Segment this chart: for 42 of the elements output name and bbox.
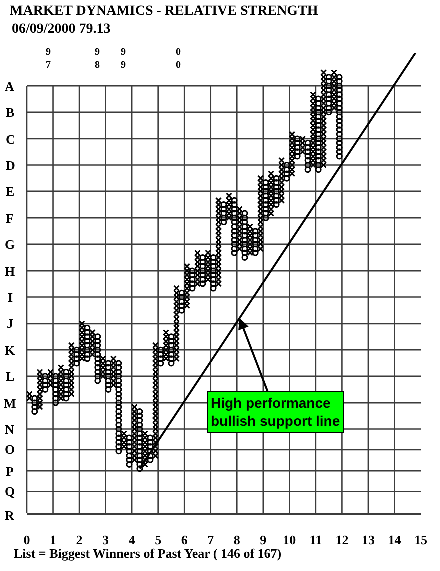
x-tick-label: 15	[414, 532, 428, 548]
x-axis-title: List = Biggest Winners of Past Year ( 146 of 167)	[14, 546, 282, 561]
annotation: 9 9	[121, 47, 126, 71]
x-tick-label: 13	[362, 532, 376, 548]
x-tick-label: 7	[208, 532, 215, 548]
x-tick-label: 2	[76, 532, 83, 548]
ref-line-label: N	[5, 422, 15, 437]
x-tick-label: 3	[102, 532, 110, 548]
annotation: High performance bullish support line	[211, 395, 340, 430]
x-tick-label: 8	[234, 532, 241, 548]
annotation: 9 7	[46, 47, 51, 71]
ref-line-label: Q	[5, 484, 16, 499]
ref-line-label: F	[6, 211, 14, 226]
x-tick-label: 5	[155, 532, 162, 548]
ref-line-label: C	[6, 132, 16, 147]
x-tick-label: 11	[310, 532, 322, 548]
x-tick-label: 4	[128, 532, 136, 548]
text: R	[5, 508, 15, 523]
x-tick-label: 0	[24, 532, 30, 548]
ref-line-label: G	[5, 237, 16, 252]
ref-line-label: M	[4, 396, 16, 411]
ref-line-label: E	[6, 184, 15, 199]
ref-line-label: B	[6, 105, 15, 120]
chart-title: MARKET DYNAMICS - RELATIVE STRENGTH	[10, 4, 318, 19]
ref-line-label: H	[5, 264, 16, 279]
x-tick-label: 1	[50, 532, 57, 548]
x-tick-label: 12	[336, 532, 349, 548]
ref-line-label: O	[5, 442, 16, 457]
ref-line-label: K	[5, 343, 16, 358]
ref-line-label: D	[6, 158, 16, 173]
x-tick-label: 14	[388, 532, 402, 548]
annotation: 9 8	[95, 47, 100, 71]
ref-line-label: P	[6, 464, 14, 479]
x-tick-label: 6	[181, 532, 188, 548]
chart-subtitle: 06/09/2000 79.13	[12, 22, 111, 37]
ref-line-label: J	[7, 316, 14, 331]
ref-line-label: A	[5, 79, 15, 94]
x-tick-label: 10	[283, 532, 296, 548]
ref-line-label: L	[6, 369, 15, 384]
annotation: 0 0	[176, 47, 181, 71]
x-tick-label: 9	[260, 532, 268, 548]
ref-line-label: I	[8, 290, 14, 305]
